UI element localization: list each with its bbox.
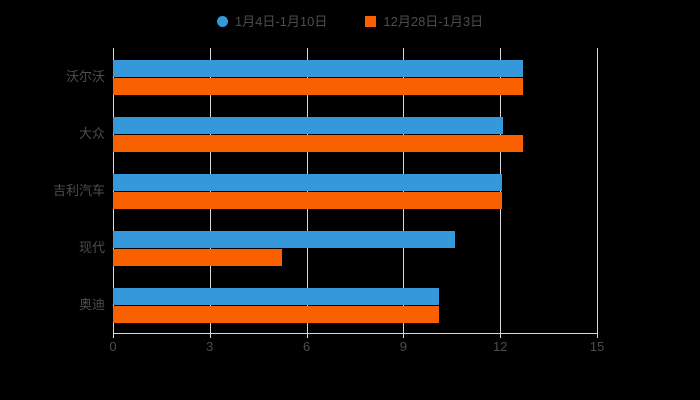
bar[interactable]: [113, 231, 456, 248]
bar[interactable]: [113, 60, 523, 77]
x-axis-tick: [597, 333, 598, 338]
y-axis-label: 奥迪: [78, 296, 105, 312]
gridline: [597, 48, 598, 333]
chart-legend: 1月4日-1月10日 12月28日-1月3日: [0, 8, 700, 34]
x-axis-line: [113, 333, 598, 334]
bar-group: [113, 48, 597, 105]
y-axis-label: 现代: [78, 239, 105, 255]
y-axis-label: 沃尔沃: [65, 68, 105, 84]
x-axis-tick-label: 12: [492, 339, 508, 354]
bar[interactable]: [113, 288, 439, 305]
x-axis-tick: [306, 333, 308, 338]
x-axis-tick: [403, 333, 405, 338]
x-axis-tick-label: 9: [399, 339, 408, 354]
bar[interactable]: [113, 249, 283, 266]
bar-group: [113, 162, 597, 219]
legend-circle-icon: [216, 15, 228, 27]
y-axis-labels: 沃尔沃大众吉利汽车现代奥迪: [0, 48, 105, 333]
legend-label: 1月4日-1月10日: [234, 13, 328, 29]
bar-group: [113, 276, 597, 333]
bar[interactable]: [113, 306, 439, 323]
legend-entry[interactable]: 1月4日-1月10日: [216, 13, 328, 29]
bar[interactable]: [113, 192, 502, 209]
bar[interactable]: [113, 174, 502, 191]
x-axis-tick: [500, 333, 502, 338]
legend-label: 12月28日-1月3日: [383, 13, 484, 29]
bar[interactable]: [113, 135, 523, 152]
y-axis-label: 大众: [78, 125, 105, 141]
x-axis-tick-labels: 0 3 6 9 12 15: [0, 340, 700, 360]
bar[interactable]: [113, 78, 523, 95]
bar-group: [113, 219, 597, 276]
x-axis-tick-label: 15: [589, 339, 605, 354]
bar[interactable]: [113, 117, 504, 134]
legend-square-icon: [365, 15, 377, 27]
x-axis-tick-label: 3: [206, 339, 214, 354]
x-axis-tick: [113, 333, 114, 338]
plot-area: [113, 48, 598, 333]
x-axis-tick-label: 0: [109, 339, 117, 354]
bar-group: [113, 105, 597, 162]
legend-entry[interactable]: 12月28日-1月3日: [365, 15, 483, 28]
x-axis-tick-label: 6: [302, 339, 311, 354]
y-axis-label: 吉利汽车: [52, 182, 105, 198]
x-axis-tick: [209, 333, 211, 338]
